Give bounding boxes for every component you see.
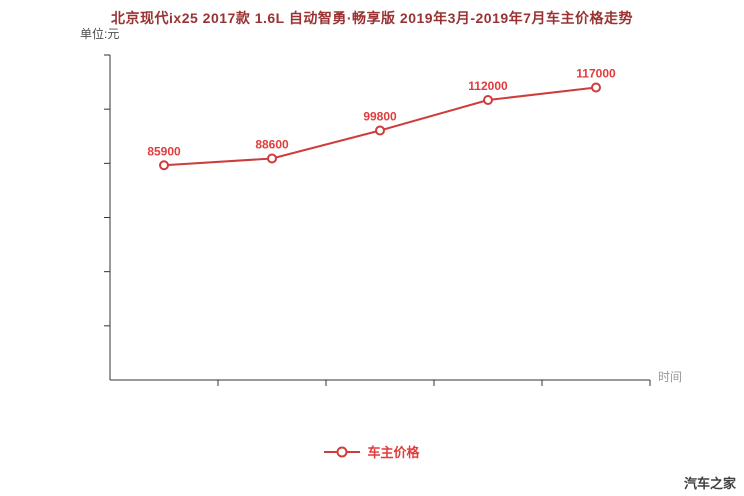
data-point xyxy=(267,153,277,164)
legend[interactable]: 车主价格 xyxy=(0,442,744,461)
data-point-label: 117000 xyxy=(576,67,616,81)
y-axis-unit-label: 单位:元 xyxy=(80,27,120,41)
data-point xyxy=(159,160,169,171)
data-point-label: 112000 xyxy=(468,79,508,93)
legend-label: 车主价格 xyxy=(367,445,420,460)
watermark-logo: 汽车之家 xyxy=(683,476,736,491)
data-point xyxy=(375,125,385,136)
data-point-label: 99800 xyxy=(363,110,397,124)
data-point xyxy=(483,95,493,105)
data-point-label: 85900 xyxy=(147,144,181,158)
chart-title: 北京现代ix25 2017款 1.6L 自动智勇·畅享版 2019年3月-201… xyxy=(111,10,633,26)
data-point xyxy=(591,82,601,93)
legend-marker-icon xyxy=(324,446,361,457)
x-axis-label: 时间 xyxy=(658,370,683,384)
data-point-label: 88600 xyxy=(255,138,289,152)
